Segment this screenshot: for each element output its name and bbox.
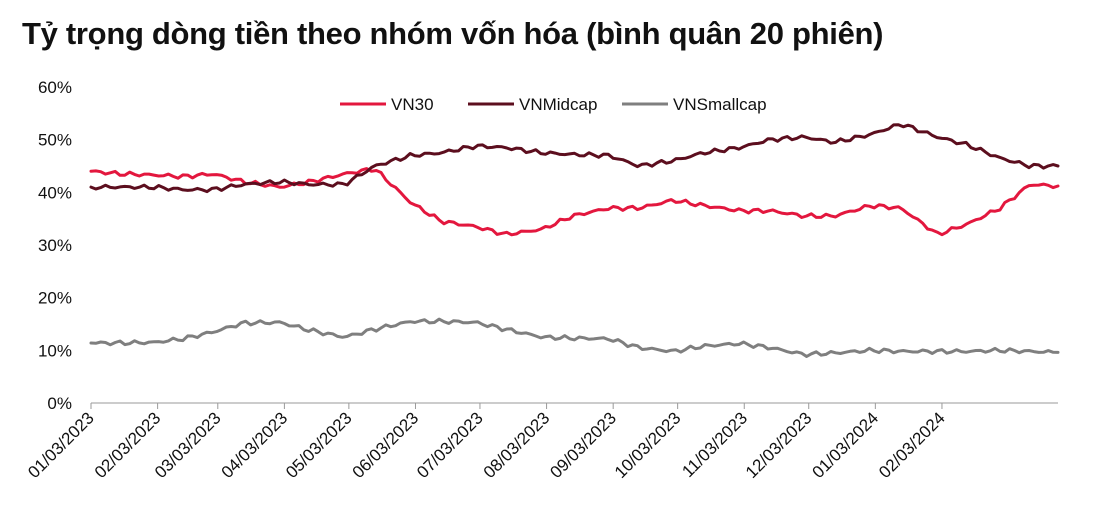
x-tick-label: 01/03/2023 <box>24 408 98 482</box>
x-tick-label: 12/03/2023 <box>742 408 816 482</box>
series-line-0 <box>89 167 1060 237</box>
y-axis: 0% 10% 20% 30% 40% 50% 60% <box>38 78 72 413</box>
x-tick-label: 01/03/2024 <box>809 408 883 482</box>
legend-label-1: VNMidcap <box>519 95 597 114</box>
x-tick-label: 07/03/2023 <box>413 408 487 482</box>
legend-label-2: VNSmallcap <box>673 95 767 114</box>
x-tick-label: 05/03/2023 <box>282 408 356 482</box>
y-tick-label: 0% <box>47 394 72 413</box>
series-line-1 <box>89 123 1060 194</box>
y-tick-label: 10% <box>38 341 72 360</box>
y-tick-label: 60% <box>38 78 72 97</box>
y-tick-label: 40% <box>38 183 72 202</box>
x-tick-label: 08/03/2023 <box>480 408 554 482</box>
legend: VN30 VNMidcap VNSmallcap <box>340 95 767 114</box>
x-tick-label: 02/03/2024 <box>875 408 949 482</box>
chart-title: Tỷ trọng dòng tiền theo nhóm vốn hóa (bì… <box>22 16 884 51</box>
x-tick-label: 10/03/2023 <box>611 408 685 482</box>
x-tick-label: 06/03/2023 <box>349 408 423 482</box>
series-line-2 <box>89 317 1060 358</box>
series-layer <box>89 123 1060 358</box>
y-tick-label: 20% <box>38 289 72 308</box>
x-tick-label: 04/03/2023 <box>218 408 292 482</box>
legend-label-0: VN30 <box>391 95 434 114</box>
x-axis: 01/03/202302/03/202303/03/202304/03/2023… <box>24 402 1058 482</box>
y-tick-label: 50% <box>38 131 72 150</box>
x-tick-label: 11/03/2023 <box>678 408 751 481</box>
y-tick-label: 30% <box>38 236 72 255</box>
x-tick-label: 09/03/2023 <box>546 408 620 482</box>
